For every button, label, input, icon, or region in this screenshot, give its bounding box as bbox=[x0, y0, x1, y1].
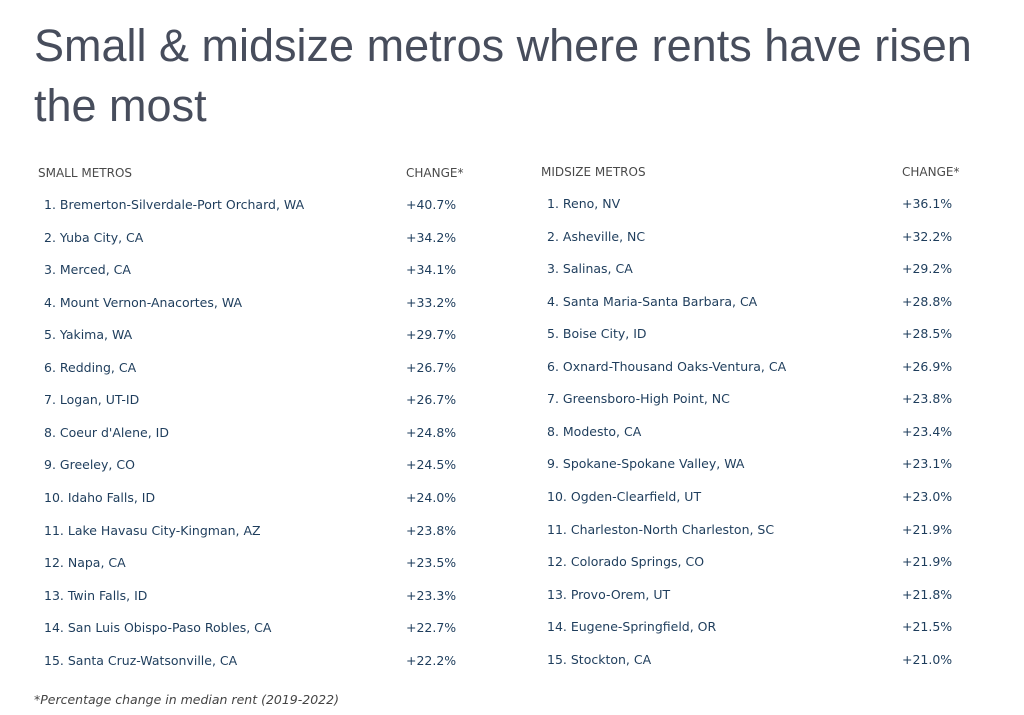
change-value: +21.8% bbox=[902, 586, 953, 602]
metro-name: 9. Greeley, CO bbox=[44, 457, 135, 473]
metro-name: 8. Modesto, CA bbox=[547, 423, 642, 439]
metro-name: 5. Yakima, WA bbox=[44, 327, 133, 343]
metro-name: 5. Boise City, ID bbox=[547, 326, 647, 342]
change-value: +23.8% bbox=[406, 522, 457, 538]
change-value: +28.5% bbox=[902, 326, 953, 342]
change-value: +22.7% bbox=[406, 620, 457, 636]
change-value: +21.5% bbox=[902, 619, 953, 635]
change-value: +23.4% bbox=[902, 423, 953, 439]
column-header: CHANGE* bbox=[406, 166, 464, 180]
change-value: +26.7% bbox=[406, 392, 457, 408]
change-value: +33.2% bbox=[406, 294, 457, 310]
metro-name: 9. Spokane-Spokane Valley, WA bbox=[547, 456, 745, 472]
change-value: +21.9% bbox=[902, 521, 953, 537]
change-value: +32.2% bbox=[902, 228, 953, 244]
metro-name: 10. Ogden-Clearfield, UT bbox=[547, 488, 702, 504]
column-header: MIDSIZE METROS bbox=[541, 165, 646, 179]
change-value: +29.7% bbox=[406, 327, 457, 343]
metro-name: 6. Oxnard-Thousand Oaks-Ventura, CA bbox=[547, 358, 787, 374]
metro-name: 3. Salinas, CA bbox=[547, 261, 633, 277]
change-value: +24.5% bbox=[406, 457, 457, 473]
change-value: +26.7% bbox=[406, 359, 457, 375]
change-value: +40.7% bbox=[406, 197, 457, 212]
metro-name: 4. Santa Maria-Santa Barbara, CA bbox=[547, 293, 758, 309]
metro-name: 12. Colorado Springs, CO bbox=[547, 554, 705, 570]
metro-name: 15. Stockton, CA bbox=[547, 651, 652, 667]
metro-name: 1. Bremerton-Silverdale-Port Orchard, WA bbox=[44, 197, 305, 212]
change-value: +21.9% bbox=[902, 554, 953, 570]
change-value: +23.1% bbox=[902, 456, 953, 472]
change-value: +34.2% bbox=[406, 229, 457, 245]
change-value: +21.0% bbox=[902, 651, 953, 667]
metro-name: 2. Yuba City, CA bbox=[44, 229, 144, 245]
change-value: +24.8% bbox=[406, 424, 457, 440]
footnote: *Percentage change in median rent (2019-… bbox=[34, 692, 339, 707]
title: Small & midsize metros where rents have … bbox=[34, 20, 972, 131]
metro-name: 14. Eugene-Springfield, OR bbox=[547, 619, 717, 635]
metro-name: 3. Merced, CA bbox=[44, 262, 131, 278]
metro-name: 14. San Luis Obispo-Paso Robles, CA bbox=[44, 620, 272, 636]
metro-name: 10. Idaho Falls, ID bbox=[44, 489, 156, 505]
metro-name: 13. Twin Falls, ID bbox=[44, 587, 148, 603]
metro-name: 12. Napa, CA bbox=[44, 555, 126, 571]
change-value: +22.2% bbox=[406, 652, 457, 668]
metro-name: 1. Reno, NV bbox=[547, 196, 621, 211]
change-value: +29.2% bbox=[902, 261, 953, 277]
metro-name: 15. Santa Cruz-Watsonville, CA bbox=[44, 652, 238, 668]
change-value: +24.0% bbox=[406, 489, 457, 505]
metro-name: 2. Asheville, NC bbox=[547, 228, 646, 244]
change-value: +26.9% bbox=[902, 358, 953, 374]
metro-name: 7. Greensboro-High Point, NC bbox=[547, 391, 730, 407]
metro-name: 8. Coeur d'Alene, ID bbox=[44, 424, 169, 440]
change-value: +36.1% bbox=[902, 196, 953, 211]
change-value: +23.5% bbox=[406, 555, 457, 571]
change-value: +23.8% bbox=[902, 391, 953, 407]
metro-name: 13. Provo-Orem, UT bbox=[547, 586, 671, 602]
change-value: +23.0% bbox=[902, 488, 953, 504]
column-header: SMALL METROS bbox=[38, 166, 133, 180]
change-value: +23.3% bbox=[406, 587, 457, 603]
metro-name: 11. Charleston-North Charleston, SC bbox=[547, 521, 775, 537]
column-header: CHANGE* bbox=[902, 165, 960, 179]
change-value: +34.1% bbox=[406, 262, 457, 278]
metro-name: 7. Logan, UT-ID bbox=[44, 392, 140, 408]
metro-name: 11. Lake Havasu City-Kingman, AZ bbox=[44, 522, 261, 538]
change-value: +28.8% bbox=[902, 293, 953, 309]
metro-name: 4. Mount Vernon-Anacortes, WA bbox=[44, 294, 243, 310]
metro-name: 6. Redding, CA bbox=[44, 359, 137, 375]
